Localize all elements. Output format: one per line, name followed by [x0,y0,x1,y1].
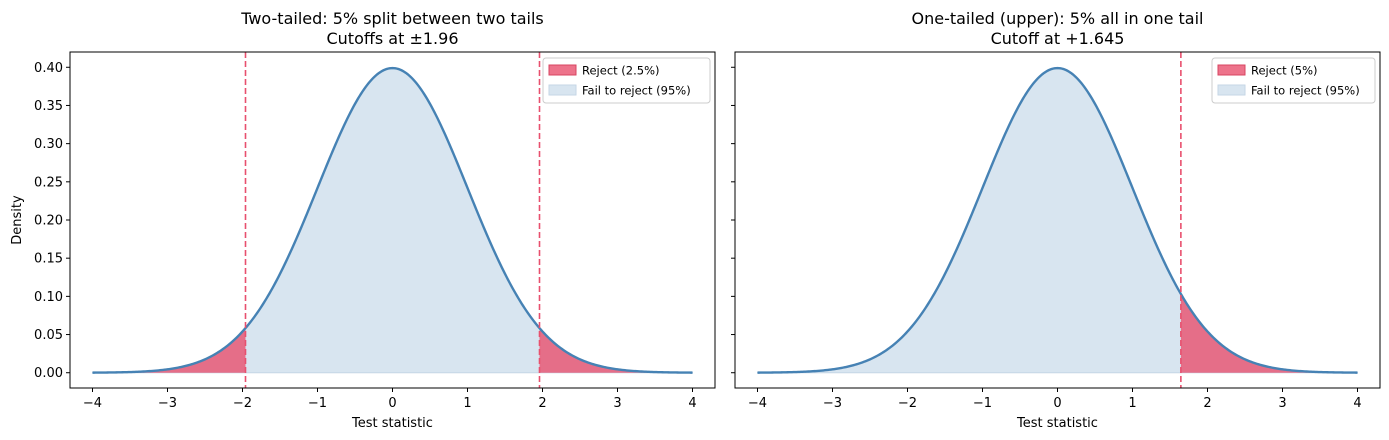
legend-label-1: Reject (2.5%) [582,64,660,78]
density-curve [92,66,693,374]
x-tick-label: 1 [463,396,471,411]
chart-panel-2: −4 −3 −2 −1 0 1 2 3 4 One-tailed (upper): 5% all … [731,9,1381,431]
y-tick-label: 0.05 [34,328,63,343]
legend: Reject (2.5%) Fail to reject (95%) [542,57,711,104]
x-axis-label: Test statistic [351,416,433,431]
fail-to-reject-area [757,67,1358,374]
x-tick-label: 0 [1053,396,1061,411]
y-axis-label: Density [10,195,25,245]
reject-area-1 [1180,293,1358,373]
x-tick-label: 4 [688,396,696,411]
fail-to-reject-area [92,67,693,374]
legend: Reject (5%) Fail to reject (95%) [1211,57,1376,104]
y-tick-label: 0.10 [34,290,63,305]
chart-panel-1: −4 −3 −2 −1 0 1 2 3 4 0.00 0.05 0.10 0.15 0.20 0.25 0.3… [10,9,716,431]
x-axis-label: Test statistic [1016,416,1098,431]
legend-swatch-2 [1217,84,1246,96]
y-tick-label: 0.15 [34,252,63,267]
x-tick-label: 2 [1203,396,1211,411]
x-tick-label: −1 [308,396,327,411]
legend-swatch-1 [548,64,577,76]
x-tick-label: 4 [1353,396,1361,411]
x-tick-label: 0 [388,396,396,411]
x-tick-label: 1 [1128,396,1136,411]
legend-box [1211,57,1376,104]
legend-label-2: Fail to reject (95%) [582,84,691,98]
x-tick-label: 2 [538,396,546,411]
x-tick-label: −2 [233,396,252,411]
x-tick-label: −3 [158,396,177,411]
legend-swatch-1 [1217,64,1246,76]
x-tick-label: −1 [973,396,992,411]
y-tick-label: 0.25 [34,175,63,190]
y-tick-label: 0.35 [34,99,63,114]
reject-area-1 [92,328,246,373]
x-tick-label: −3 [823,396,842,411]
legend-label-2: Fail to reject (95%) [1251,84,1360,98]
chart-subtitle: Cutoff at +1.645 [991,29,1125,48]
chart-title: One-tailed (upper): 5% all in one tail [912,9,1204,28]
x-tick-label: 3 [1278,396,1286,411]
chart-subtitle: Cutoffs at ±1.96 [326,29,458,48]
x-tick-label: 3 [613,396,621,411]
legend-label-1: Reject (5%) [1251,64,1318,78]
reject-area-2 [539,328,693,373]
chart-title: Two-tailed: 5% split between two tails [240,9,544,28]
x-tick-label: −2 [898,396,917,411]
legend-swatch-2 [548,84,577,96]
y-tick-label: 0.30 [34,137,63,152]
y-tick-label: 0.40 [34,61,63,76]
y-tick-label: 0.00 [34,366,63,381]
legend-box [542,57,711,104]
x-tick-label: −4 [83,396,102,411]
y-tick-label: 0.20 [34,214,63,229]
density-curve [757,66,1358,374]
x-tick-label: −4 [748,396,767,411]
